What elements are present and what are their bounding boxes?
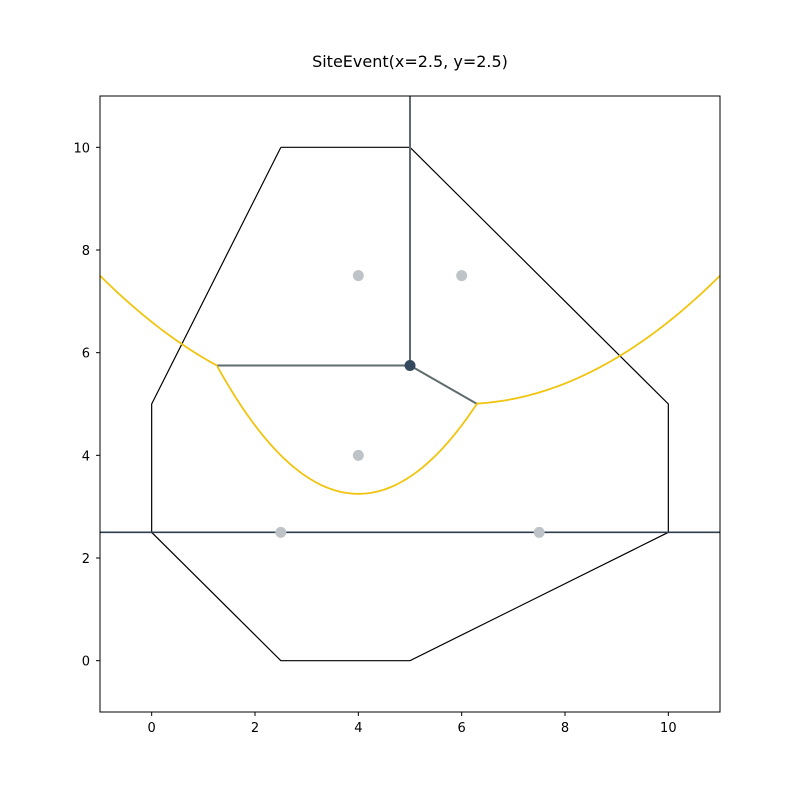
voronoi-edge-2 — [409, 364, 478, 405]
x-axis: 0 2 4 6 8 10 — [148, 712, 677, 736]
plot-area — [100, 96, 720, 662]
beachline-arc-0 — [100, 275, 218, 367]
voronoi-vertex-0 — [404, 360, 416, 371]
y-axis: 0 2 4 6 8 10 — [73, 141, 100, 670]
x-tick-label: 8 — [561, 721, 569, 736]
site-point-0 — [352, 270, 364, 282]
y-tick-label: 10 — [73, 141, 90, 156]
y-tick-label: 4 — [82, 449, 90, 464]
y-tick-label: 6 — [82, 347, 90, 362]
y-tick-label: 0 — [82, 655, 90, 670]
plot-frame — [99, 95, 721, 713]
x-tick-label: 0 — [148, 721, 156, 736]
site-point-1 — [456, 270, 468, 282]
beachline-arc-2 — [477, 275, 720, 405]
chart-title: SiteEvent(x=2.5, y=2.5) — [312, 52, 508, 71]
beachline-arc-1 — [216, 365, 478, 495]
x-tick-label: 10 — [660, 721, 677, 736]
site-point-2 — [352, 449, 364, 461]
x-tick-label: 4 — [354, 721, 362, 736]
boundary-polygon — [151, 146, 669, 662]
y-tick-label: 8 — [82, 244, 90, 259]
site-point-4 — [533, 526, 545, 538]
x-tick-label: 6 — [458, 721, 466, 736]
y-tick-label: 2 — [82, 552, 90, 567]
x-tick-label: 2 — [251, 721, 259, 736]
site-point-3 — [275, 526, 287, 538]
